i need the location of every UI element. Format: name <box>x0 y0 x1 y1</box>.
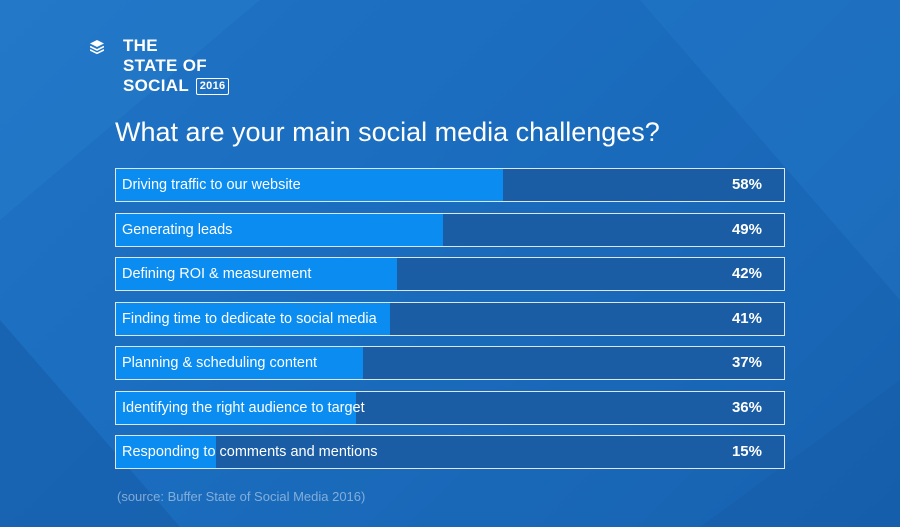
bar-row: Generating leads 49% <box>115 212 785 247</box>
bar-label: Identifying the right audience to target <box>122 399 365 416</box>
brand-year-badge: 2016 <box>195 78 230 95</box>
bar-row: Finding time to dedicate to social media… <box>115 301 785 336</box>
brand-line-1: THE <box>123 36 158 55</box>
bar-value-label: 58% <box>731 176 762 193</box>
bar-value-label: 42% <box>731 265 762 282</box>
bar-fill <box>116 302 390 335</box>
bar-fill <box>116 436 217 468</box>
bar-fill <box>116 391 357 424</box>
bar-row: Driving traffic to our website 58% <box>115 168 785 202</box>
bar-label: Defining ROI & measurement <box>122 266 312 282</box>
bar-row: Responding to comments and mentions 15% <box>115 435 785 469</box>
brand-line-3-text: SOCIAL <box>123 76 189 95</box>
brand-line-3: SOCIAL 2016 <box>123 76 230 96</box>
bar-fill <box>116 213 444 246</box>
source-note: (source: Buffer State of Social Media 20… <box>117 489 366 504</box>
bar-value-label: 37% <box>731 354 762 371</box>
bar-value-label: 15% <box>731 443 762 460</box>
layers-icon <box>90 40 104 54</box>
bar-value-label: 49% <box>731 220 762 238</box>
bar-fill <box>116 347 364 379</box>
bar-value-label: 41% <box>731 309 762 327</box>
bar-row: Planning & scheduling content 37% <box>115 346 785 380</box>
bar-fill <box>116 258 397 290</box>
bar-label: Finding time to dedicate to social media <box>122 310 377 327</box>
bar-row: Identifying the right audience to target… <box>115 390 785 425</box>
bar-label: Planning & scheduling content <box>122 355 318 371</box>
brand-line-2: STATE OF <box>123 56 207 75</box>
bar-chart: Driving traffic to our website 58% Generat… <box>115 168 785 480</box>
bar-value-label: 36% <box>731 398 762 416</box>
chart-title: What are your main social media challeng… <box>115 117 660 147</box>
bar-label: Responding to comments and mentions <box>122 444 378 460</box>
bar-label: Driving traffic to our website <box>122 177 301 193</box>
bar-row: Defining ROI & measurement 42% <box>115 257 785 291</box>
bar-label: Generating leads <box>122 221 233 238</box>
bar-fill <box>116 169 504 201</box>
brand-logotype: THE STATE OF SOCIAL 2016 <box>123 36 230 96</box>
